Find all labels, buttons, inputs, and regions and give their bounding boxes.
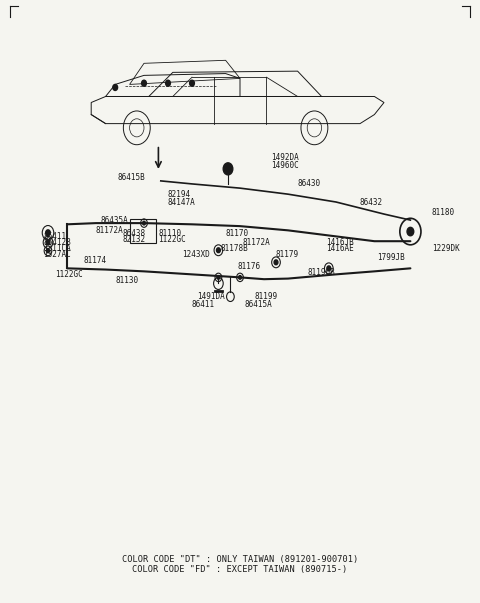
Circle shape bbox=[223, 163, 233, 175]
Text: 1243XD: 1243XD bbox=[182, 250, 210, 259]
Circle shape bbox=[113, 84, 118, 90]
Text: 86432: 86432 bbox=[360, 198, 383, 206]
Circle shape bbox=[47, 249, 49, 253]
Text: 1491DA: 1491DA bbox=[197, 292, 225, 301]
Text: 86412B: 86412B bbox=[43, 238, 71, 247]
Text: 86411: 86411 bbox=[43, 232, 66, 241]
Text: 81110: 81110 bbox=[158, 229, 181, 238]
Circle shape bbox=[239, 276, 241, 279]
Text: 86438: 86438 bbox=[122, 229, 145, 238]
Text: 81176: 81176 bbox=[238, 262, 261, 271]
Text: 1492DA: 1492DA bbox=[271, 154, 299, 162]
Circle shape bbox=[166, 80, 170, 86]
Text: 81199: 81199 bbox=[254, 292, 277, 301]
Text: 81190B: 81190B bbox=[307, 268, 335, 277]
Text: 1416JB: 1416JB bbox=[326, 238, 354, 247]
Circle shape bbox=[46, 240, 50, 245]
Circle shape bbox=[142, 80, 146, 86]
Text: 81180: 81180 bbox=[432, 208, 455, 216]
Text: COLOR CODE "DT" : ONLY TAIWAN (891201-900701): COLOR CODE "DT" : ONLY TAIWAN (891201-90… bbox=[122, 555, 358, 564]
Text: 81170: 81170 bbox=[226, 229, 249, 238]
Text: 1122GC: 1122GC bbox=[158, 235, 186, 244]
Circle shape bbox=[407, 227, 414, 236]
Circle shape bbox=[216, 248, 220, 253]
Text: 81178B: 81178B bbox=[221, 244, 249, 253]
Text: 1416AE: 1416AE bbox=[326, 244, 354, 253]
Text: 82194: 82194 bbox=[168, 190, 191, 198]
Text: 1122GC: 1122GC bbox=[55, 270, 83, 279]
Text: 1799JB: 1799JB bbox=[377, 253, 405, 262]
Circle shape bbox=[143, 221, 145, 225]
Text: 1311CA: 1311CA bbox=[43, 244, 71, 253]
Text: 86411: 86411 bbox=[192, 300, 215, 309]
Circle shape bbox=[217, 276, 220, 279]
Text: 1327AC: 1327AC bbox=[43, 250, 71, 259]
Circle shape bbox=[46, 230, 50, 236]
Circle shape bbox=[190, 80, 194, 86]
Text: 86415A: 86415A bbox=[245, 300, 273, 309]
Text: 86435A: 86435A bbox=[101, 216, 129, 224]
Text: 86430: 86430 bbox=[298, 180, 321, 188]
Text: COLOR CODE "FD" : EXCEPT TAIWAN (890715-): COLOR CODE "FD" : EXCEPT TAIWAN (890715-… bbox=[132, 566, 348, 574]
Text: 84147A: 84147A bbox=[168, 198, 196, 206]
Circle shape bbox=[274, 260, 278, 265]
Text: 81172A: 81172A bbox=[96, 226, 124, 235]
Text: 81130: 81130 bbox=[115, 276, 138, 285]
Text: 14960C: 14960C bbox=[271, 162, 299, 170]
Text: 86415B: 86415B bbox=[118, 174, 145, 182]
Text: 1229DK: 1229DK bbox=[432, 244, 460, 253]
Text: 81172A: 81172A bbox=[242, 238, 270, 247]
Circle shape bbox=[327, 266, 331, 271]
Text: 82132: 82132 bbox=[122, 235, 145, 244]
Text: 81174: 81174 bbox=[84, 256, 107, 265]
Text: 81179: 81179 bbox=[276, 250, 299, 259]
